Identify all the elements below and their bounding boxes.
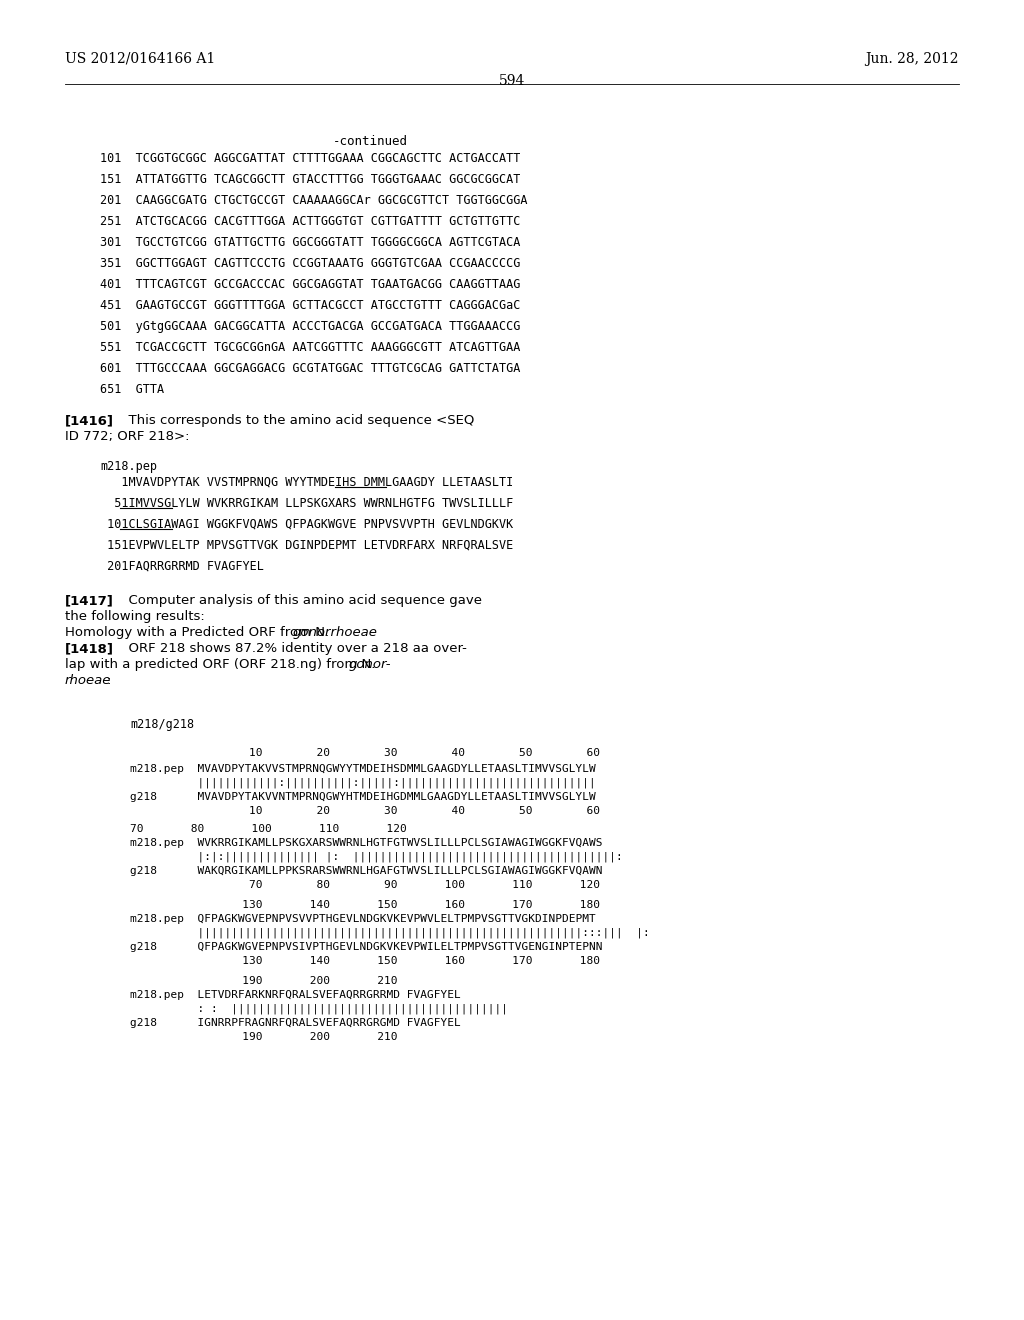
Text: 651  GTTA: 651 GTTA xyxy=(100,383,164,396)
Text: 551  TCGACCGCTT TGCGCGGnGA AATCGGTTTC AAAGGGCGTT ATCAGTTGAA: 551 TCGACCGCTT TGCGCGGnGA AATCGGTTTC AAA… xyxy=(100,341,520,354)
Text: lap with a predicted ORF (ORF 218.ng) from N.: lap with a predicted ORF (ORF 218.ng) fr… xyxy=(65,657,380,671)
Text: 151EVPWVLELTP MPVSGTTVGK DGINPDEPMT LETVDRFARX NRFQRALSVE: 151EVPWVLELTP MPVSGTTVGK DGINPDEPMT LETV… xyxy=(100,539,513,552)
Text: Homology with a Predicted ORF from N.: Homology with a Predicted ORF from N. xyxy=(65,626,334,639)
Text: m218.pep: m218.pep xyxy=(100,459,157,473)
Text: g218      MVAVDPYTAKVVNTMPRNQGWYHTMDEIHGDMMLGAAGDYLLETAASLTIMVVSGLYLW: g218 MVAVDPYTAKVVNTMPRNQGWYHTMDEIHGDMMLG… xyxy=(130,792,596,803)
Text: 51IMVVSGLYLW WVKRRGIKAM LLPSKGXARS WWRNLHGTFG TWVSLILLLF: 51IMVVSGLYLW WVKRRGIKAM LLPSKGXARS WWRNL… xyxy=(100,498,513,510)
Text: 351  GGCTTGGAGT CAGTTCCCTG CCGGTAAATG GGGTGTCGAA CCGAACCCCG: 351 GGCTTGGAGT CAGTTCCCTG CCGGTAAATG GGG… xyxy=(100,257,520,271)
Text: 130       140       150       160       170       180: 130 140 150 160 170 180 xyxy=(195,900,600,909)
Text: 1MVAVDPYTAK VVSTMPRNQG WYYTMDEIHS DMMLGAAGDY LLETAASLTI: 1MVAVDPYTAK VVSTMPRNQG WYYTMDEIHS DMMLGA… xyxy=(100,477,513,488)
Text: 10        20        30        40        50        60: 10 20 30 40 50 60 xyxy=(195,807,600,816)
Text: gonor-: gonor- xyxy=(349,657,391,671)
Text: 601  TTTGCCCAAA GGCGAGGACG GCGTATGGAC TTTGTCGCAG GATTCTATGA: 601 TTTGCCCAAA GGCGAGGACG GCGTATGGAC TTT… xyxy=(100,362,520,375)
Text: 501  yGtgGGCAAA GACGGCATTA ACCCTGACGA GCCGATGACA TTGGAAACCG: 501 yGtgGGCAAA GACGGCATTA ACCCTGACGA GCC… xyxy=(100,319,520,333)
Text: m218.pep  WVKRRGIKAMLLPSKGXARSWWRNLHGTFGTWVSLILLLPCLSGIAWAGIWGGKFVQAWS: m218.pep WVKRRGIKAMLLPSKGXARSWWRNLHGTFGT… xyxy=(130,838,602,847)
Text: ||||||||||||:||||||||||:|||||:|||||||||||||||||||||||||||||: ||||||||||||:||||||||||:|||||:||||||||||… xyxy=(130,777,596,788)
Text: : :  |||||||||||||||||||||||||||||||||||||||||: : : ||||||||||||||||||||||||||||||||||||… xyxy=(130,1005,508,1015)
Text: m218/g218: m218/g218 xyxy=(130,718,195,731)
Text: -continued: -continued xyxy=(333,135,408,148)
Text: 401  TTTCAGTCGT GCCGACCCAC GGCGAGGTAT TGAATGACGG CAAGGTTAAG: 401 TTTCAGTCGT GCCGACCCAC GGCGAGGTAT TGA… xyxy=(100,279,520,290)
Text: 594: 594 xyxy=(499,74,525,88)
Text: 10        20        30        40        50        60: 10 20 30 40 50 60 xyxy=(195,748,600,758)
Text: This corresponds to the amino acid sequence <SEQ: This corresponds to the amino acid seque… xyxy=(120,414,474,426)
Text: the following results:: the following results: xyxy=(65,610,205,623)
Text: Computer analysis of this amino acid sequence gave: Computer analysis of this amino acid seq… xyxy=(120,594,482,607)
Text: rhoeae: rhoeae xyxy=(65,675,112,686)
Text: :: : xyxy=(106,675,112,686)
Text: Jun. 28, 2012: Jun. 28, 2012 xyxy=(865,51,959,66)
Text: gonorrhoeae: gonorrhoeae xyxy=(293,626,378,639)
Text: [1418]: [1418] xyxy=(65,642,114,655)
Text: 451  GAAGTGCCGT GGGTTTTGGA GCTTACGCCT ATGCCTGTTT CAGGGACGaC: 451 GAAGTGCCGT GGGTTTTGGA GCTTACGCCT ATG… xyxy=(100,300,520,312)
Text: 130       140       150       160       170       180: 130 140 150 160 170 180 xyxy=(195,956,600,966)
Text: g218      WAKQRGIKAMLLPPKSRARSWWRNLHGAFGTWVSLILLLPCLSGIAWAGIWGGKFVQAWN: g218 WAKQRGIKAMLLPPKSRARSWWRNLHGAFGTWVSL… xyxy=(130,866,602,876)
Text: 101  TCGGTGCGGC AGGCGATTAT CTTTTGGAAA CGGCAGCTTC ACTGACCATT: 101 TCGGTGCGGC AGGCGATTAT CTTTTGGAAA CGG… xyxy=(100,152,520,165)
Text: 251  ATCTGCACGG CACGTTTGGA ACTTGGGTGT CGTTGATTTT GCTGTTGTTC: 251 ATCTGCACGG CACGTTTGGA ACTTGGGTGT CGT… xyxy=(100,215,520,228)
Text: [1416]: [1416] xyxy=(65,414,114,426)
Text: 151  ATTATGGTTG TCAGCGGCTT GTACCTTTGG TGGGTGAAAC GGCGCGGCAT: 151 ATTATGGTTG TCAGCGGCTT GTACCTTTGG TGG… xyxy=(100,173,520,186)
Text: 201FAQRRGRRMD FVAGFYEL: 201FAQRRGRRMD FVAGFYEL xyxy=(100,560,264,573)
Text: 190       200       210: 190 200 210 xyxy=(195,975,397,986)
Text: 70       80       100       110       120: 70 80 100 110 120 xyxy=(130,824,407,834)
Text: 301  TGCCTGTCGG GTATTGCTTG GGCGGGTATT TGGGGCGGCA AGTTCGTACA: 301 TGCCTGTCGG GTATTGCTTG GGCGGGTATT TGG… xyxy=(100,236,520,249)
Text: [1417]: [1417] xyxy=(65,594,114,607)
Text: 201  CAAGGCGATG CTGCTGCCGT CAAAAAGGCAr GGCGCGTTCT TGGTGGCGGA: 201 CAAGGCGATG CTGCTGCCGT CAAAAAGGCAr GG… xyxy=(100,194,527,207)
Text: US 2012/0164166 A1: US 2012/0164166 A1 xyxy=(65,51,215,66)
Text: 101CLSGIAWAGI WGGKFVQAWS QFPAGKWGVE PNPVSVVPTH GEVLNDGKVK: 101CLSGIAWAGI WGGKFVQAWS QFPAGKWGVE PNPV… xyxy=(100,517,513,531)
Text: 190       200       210: 190 200 210 xyxy=(195,1032,397,1041)
Text: |||||||||||||||||||||||||||||||||||||||||||||||||||||||||:::|||  |:: ||||||||||||||||||||||||||||||||||||||||… xyxy=(130,928,650,939)
Text: |:|:|||||||||||||| |:  |||||||||||||||||||||||||||||||||||||||:: |:|:|||||||||||||| |: ||||||||||||||||||… xyxy=(130,851,623,862)
Text: m218.pep  LETVDRFARKNRFQRALSVEFAQRRGRRMD FVAGFYEL: m218.pep LETVDRFARKNRFQRALSVEFAQRRGRRMD … xyxy=(130,990,461,1001)
Text: 70        80        90       100       110       120: 70 80 90 100 110 120 xyxy=(195,880,600,890)
Text: m218.pep  MVAVDPYTAKVVSTMPRNQGWYYTMDEIHSDMMLGAAGDYLLETAASLTIMVVSGLYLW: m218.pep MVAVDPYTAKVVSTMPRNQGWYYTMDEIHSD… xyxy=(130,764,596,774)
Text: ID 772; ORF 218>:: ID 772; ORF 218>: xyxy=(65,430,189,444)
Text: ORF 218 shows 87.2% identity over a 218 aa over-: ORF 218 shows 87.2% identity over a 218 … xyxy=(120,642,467,655)
Text: m218.pep  QFPAGKWGVEPNPVSVVPTHGEVLNDGKVKEVPWVLELTPMPVSGTTVGKDINPDEPMT: m218.pep QFPAGKWGVEPNPVSVVPTHGEVLNDGKVKE… xyxy=(130,913,596,924)
Text: g218      IGNRRPFRAGNRFQRALSVEFAQRRGRGMD FVAGFYEL: g218 IGNRRPFRAGNRFQRALSVEFAQRRGRGMD FVAG… xyxy=(130,1018,461,1028)
Text: g218      QFPAGKWGVEPNPVSIVPTHGEVLNDGKVKEVPWILELTPMPVSGTTVGENGINPTEPNN: g218 QFPAGKWGVEPNPVSIVPTHGEVLNDGKVKEVPWI… xyxy=(130,942,602,952)
